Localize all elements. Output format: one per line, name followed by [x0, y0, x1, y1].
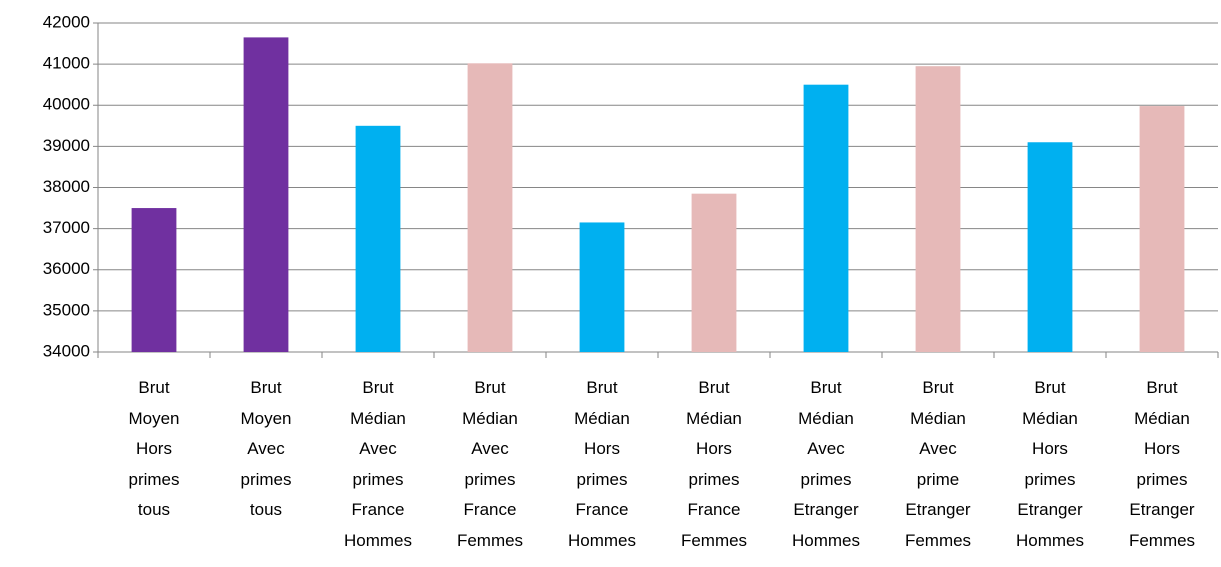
x-tick-label: Brut Médian Hors primes Etranger Femmes: [1128, 378, 1196, 550]
y-tick-label: 36000: [43, 259, 90, 278]
y-tick-label: 39000: [43, 136, 90, 155]
bar: [243, 37, 289, 353]
bar: [467, 63, 513, 353]
bar: [131, 208, 177, 352]
x-tick-label: Brut Médian Avec primes France Hommes: [343, 378, 413, 550]
y-tick-label: 38000: [43, 177, 90, 196]
x-tick-label: Brut Médian Avec prime Etranger Femmes: [904, 378, 972, 550]
y-tick-label: 37000: [43, 218, 90, 237]
bar: [1027, 142, 1073, 352]
x-tick-label: Brut Médian Avec primes Etranger Hommes: [791, 378, 861, 550]
y-tick-label: 42000: [43, 12, 90, 31]
bar: [579, 222, 625, 352]
x-tick-label: Brut Médian Avec primes France Femmes: [456, 378, 524, 550]
x-tick-label: Brut Médian Hors primes France Hommes: [568, 378, 637, 550]
y-tick-label: 41000: [43, 54, 90, 73]
y-tick-label: 40000: [43, 95, 90, 114]
y-tick-label: 34000: [43, 341, 90, 360]
bar: [915, 66, 961, 353]
bar: [803, 84, 849, 352]
bar: [355, 125, 401, 352]
x-tick-label: Brut Moyen Hors primes tous: [128, 378, 180, 519]
bar: [1139, 106, 1185, 352]
x-tick-label: Brut Moyen Avec primes tous: [240, 378, 292, 519]
bar: [691, 193, 737, 352]
x-tick-label: Brut Médian Hors primes Etranger Hommes: [1015, 378, 1085, 550]
y-tick-label: 35000: [43, 300, 90, 319]
x-tick-label: Brut Médian Hors primes France Femmes: [680, 378, 748, 550]
